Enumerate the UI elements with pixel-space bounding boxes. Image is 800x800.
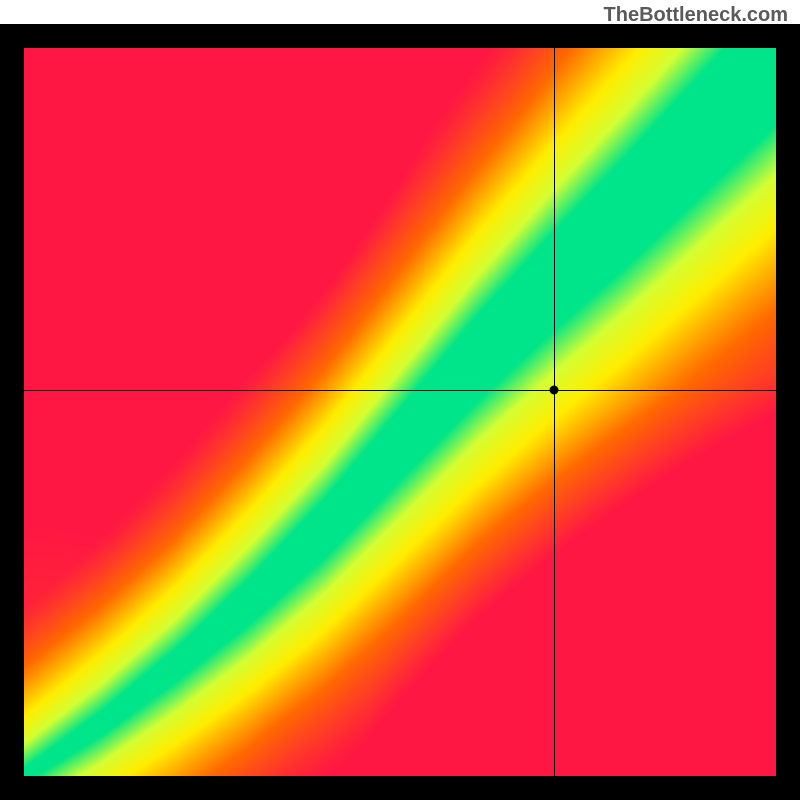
heatmap-plot <box>24 48 776 776</box>
root: TheBottleneck.com <box>0 0 800 800</box>
marker-dot <box>550 386 559 395</box>
chart-outer-frame <box>0 24 800 800</box>
heatmap-canvas <box>24 48 776 776</box>
crosshair-horizontal <box>24 390 776 391</box>
crosshair-vertical <box>554 48 555 776</box>
watermark-text: TheBottleneck.com <box>604 4 788 27</box>
